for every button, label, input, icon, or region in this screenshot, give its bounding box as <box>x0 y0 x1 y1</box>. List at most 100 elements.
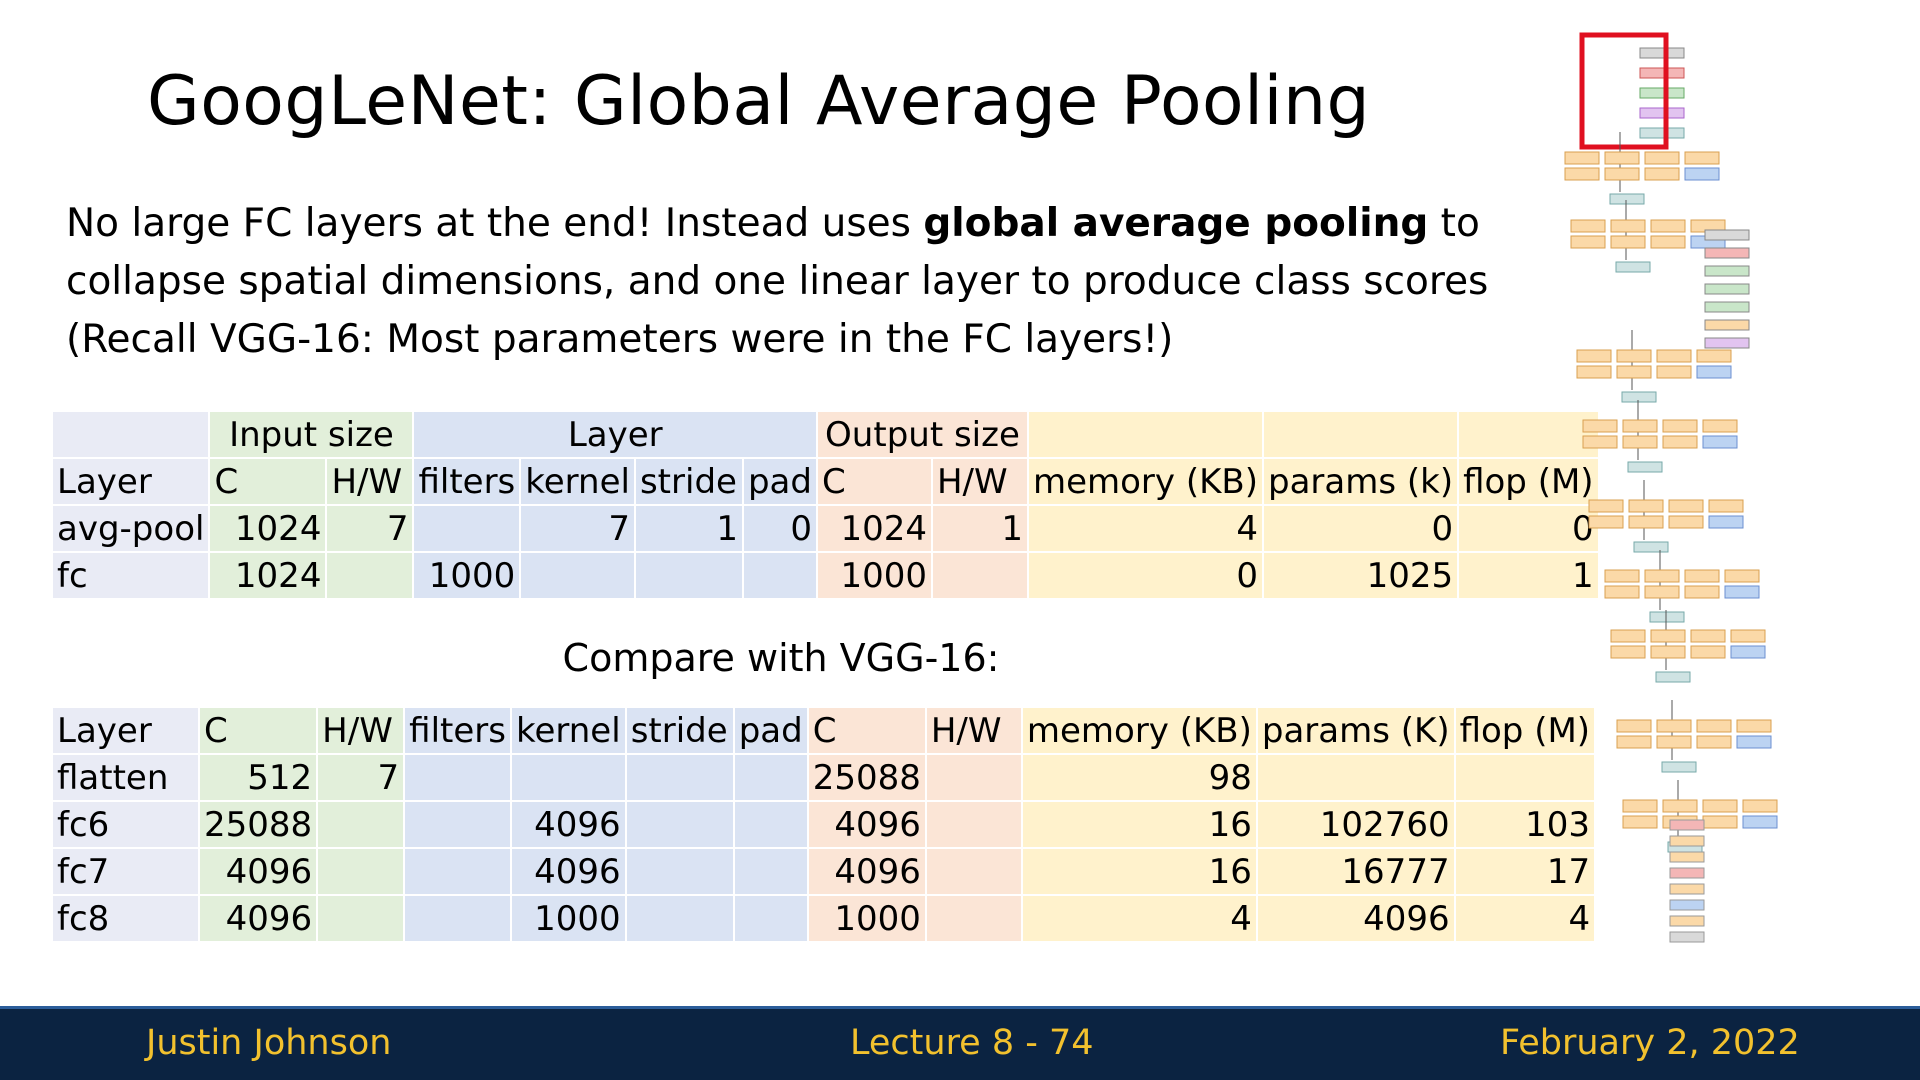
diagram-shape <box>1570 235 1606 249</box>
cell: 1024 <box>210 553 326 598</box>
cell: 17 <box>1455 849 1595 894</box>
diagram-shape <box>1656 349 1692 363</box>
diagram-shape <box>1622 815 1658 829</box>
column-header: C <box>817 459 931 504</box>
diagram-shape <box>1736 719 1772 733</box>
cell: flatten <box>53 755 198 800</box>
diagram-shape <box>1655 671 1691 683</box>
cell: 16777 <box>1257 849 1454 894</box>
cell: 1024 <box>210 506 326 551</box>
cell <box>626 849 733 894</box>
diagram-shape <box>1668 515 1704 529</box>
cell <box>318 896 404 941</box>
cell: 4096 <box>808 802 925 847</box>
diagram-shape <box>1669 883 1705 895</box>
diagram-shape <box>1622 419 1658 433</box>
column-header: pad <box>734 708 807 753</box>
diagram-shape <box>1690 645 1726 659</box>
cell: 7 <box>327 506 413 551</box>
diagram-shape <box>1669 851 1705 863</box>
table-row: fc 1024 1000 1000 0 1025 1 <box>53 553 1598 598</box>
text: (Recall VGG-16: Most parameters were in … <box>66 317 1174 362</box>
diagram-shape <box>1644 569 1680 583</box>
cell: 1 <box>932 506 1027 551</box>
group-header-row: Input size Layer Output size <box>53 412 1598 457</box>
cell <box>626 802 733 847</box>
table-row: fc7 4096 4096 4096 16 16777 17 <box>53 849 1595 894</box>
cell: 4096 <box>808 849 925 894</box>
diagram-shape <box>1576 349 1612 363</box>
table-row: avg-pool 1024 7 7 1 0 1024 1 4 0 0 <box>53 506 1598 551</box>
diagram-shape <box>1588 515 1624 529</box>
diagram-shape <box>1730 645 1766 659</box>
diagram-shape <box>1628 499 1664 513</box>
cell <box>926 849 1021 894</box>
network-diagram <box>1564 32 1778 943</box>
paragraph-line: No large FC layers at the end! Instead u… <box>66 195 1488 253</box>
cell: 4096 <box>200 849 317 894</box>
cell: 4096 <box>511 802 625 847</box>
diagram-shape <box>1621 391 1657 403</box>
cell: 1025 <box>1264 553 1458 598</box>
diagram-shape <box>1656 719 1692 733</box>
cell: 102760 <box>1257 802 1454 847</box>
cell: 512 <box>200 755 317 800</box>
diagram-shape <box>1661 761 1697 773</box>
cell <box>405 755 510 800</box>
diagram-shape <box>1724 585 1760 599</box>
diagram-shape <box>1639 67 1685 79</box>
footer: Justin Johnson Lecture 8 - 74 February 2… <box>0 1006 1920 1080</box>
cell <box>926 896 1021 941</box>
diagram-shape <box>1639 127 1685 139</box>
diagram-shape <box>1588 499 1624 513</box>
cell <box>932 553 1027 598</box>
diagram-shape <box>1669 867 1705 879</box>
table-row: fc8 4096 1000 1000 4 4096 4 <box>53 896 1595 941</box>
cell <box>318 849 404 894</box>
diagram-shape <box>1704 265 1750 277</box>
diagram-shape <box>1669 931 1705 943</box>
diagram-shape <box>1644 167 1680 181</box>
cell: 98 <box>1022 755 1256 800</box>
group-header: Layer <box>414 412 816 457</box>
bold-text: global average pooling <box>923 201 1429 246</box>
column-header: Layer <box>53 708 198 753</box>
diagram-shape <box>1650 219 1686 233</box>
column-header: H/W <box>318 708 404 753</box>
diagram-shape <box>1570 219 1606 233</box>
diagram-shape <box>1724 569 1760 583</box>
diagram-shape <box>1656 365 1692 379</box>
cell <box>635 553 742 598</box>
diagram-shape <box>1639 47 1685 59</box>
diagram-shape <box>1610 219 1646 233</box>
cell: 25088 <box>200 802 317 847</box>
text: to <box>1428 201 1480 246</box>
cell: 0 <box>1459 506 1598 551</box>
cell: 4096 <box>200 896 317 941</box>
diagram-shape <box>1708 515 1744 529</box>
diagram-shape <box>1696 365 1732 379</box>
cell: fc <box>53 553 209 598</box>
group-header: Input size <box>210 412 413 457</box>
column-header: pad <box>743 459 816 504</box>
diagram-shape <box>1644 151 1680 165</box>
diagram-shape <box>1649 611 1685 623</box>
diagram-shape <box>1616 719 1652 733</box>
diagram-shape <box>1564 167 1600 181</box>
column-header-row: Layer C H/W filters kernel stride pad C H/W memor… <box>53 459 1598 504</box>
diagram-shape <box>1708 499 1744 513</box>
cell: fc6 <box>53 802 198 847</box>
diagram-shape <box>1684 167 1720 181</box>
cell <box>626 896 733 941</box>
column-header: C <box>210 459 326 504</box>
column-header: filters <box>414 459 520 504</box>
cell: 0 <box>1264 506 1458 551</box>
column-header: memory (KB) <box>1028 459 1262 504</box>
cell: 16 <box>1022 849 1256 894</box>
cell: 1000 <box>414 553 520 598</box>
cell <box>926 802 1021 847</box>
cell <box>734 802 807 847</box>
column-header: flop (M) <box>1459 459 1598 504</box>
diagram-shape <box>1669 819 1705 831</box>
diagram-shape <box>1628 515 1664 529</box>
